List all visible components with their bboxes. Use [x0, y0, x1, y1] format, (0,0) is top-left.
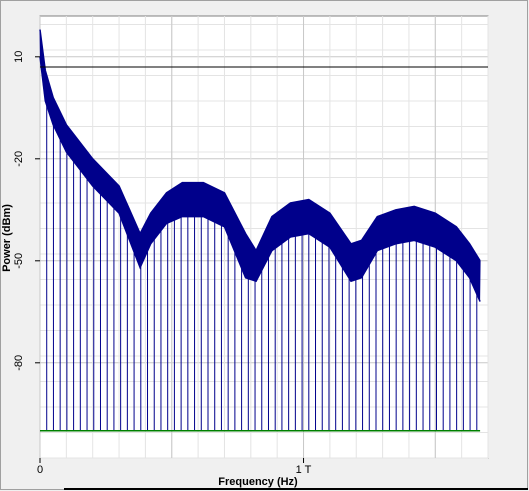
spectrum-envelope-top: [39, 29, 481, 262]
x-tick-label: 0: [37, 464, 43, 476]
y-tick-label: 10: [13, 51, 25, 63]
y-tick-label: -80: [13, 355, 25, 371]
x-tick-label: 1 T: [296, 464, 312, 476]
x-axis-title: Frequency (Hz): [218, 476, 298, 488]
y-tick-label: -20: [13, 151, 25, 167]
spectrum-envelope-bottom: [39, 56, 481, 302]
y-axis-title: Power (dBm): [1, 204, 13, 272]
y-tick-label: -50: [13, 253, 25, 269]
